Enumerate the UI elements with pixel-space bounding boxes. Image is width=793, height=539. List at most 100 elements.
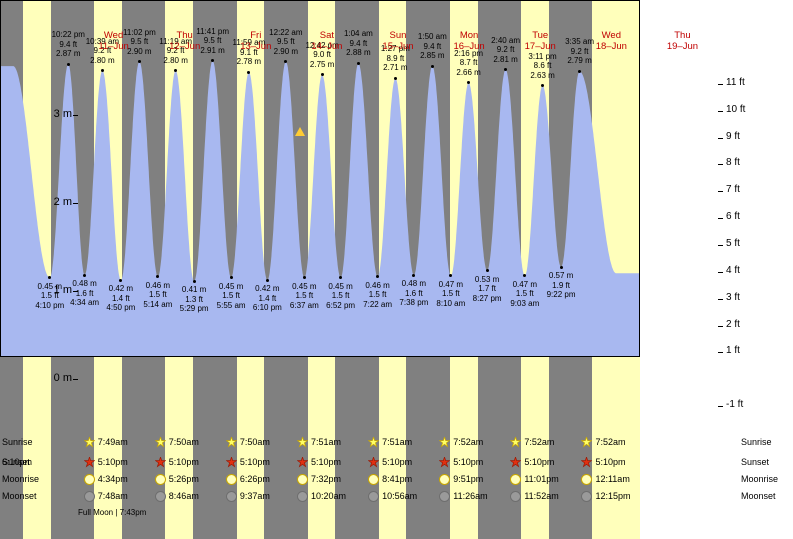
y-right-tickmark xyxy=(718,110,723,112)
moonrise-entry: 12:11am xyxy=(581,474,630,486)
tide-extreme-label: 0.41 m 1.3 ft 5:29 pm xyxy=(179,285,209,314)
sunrise-entry: 7:52am xyxy=(510,437,554,448)
sunset-entry: 5:10pm xyxy=(439,457,483,468)
tide-extreme-label: 0.42 m 1.4 ft 4:50 pm xyxy=(106,284,136,313)
tide-extreme-label: 0.42 m 1.4 ft 6:10 pm xyxy=(252,284,282,313)
y-right-tickmark xyxy=(718,406,723,408)
tide-extreme-label: 11:19 am 9.2 ft 2.80 m xyxy=(159,36,193,65)
axis-line-right xyxy=(639,0,640,357)
tide-extreme-point xyxy=(156,275,160,279)
tide-extreme-point xyxy=(100,69,104,73)
y-right-tickmark xyxy=(718,271,723,273)
moonset-entry: 12:15pm xyxy=(581,491,630,503)
tide-extreme-point xyxy=(449,274,453,278)
tide-extreme-point xyxy=(541,84,545,87)
y-right-tick: 5 ft xyxy=(726,237,740,249)
sunrise-entry: 7:50am xyxy=(154,437,199,448)
day-label: Fri 13–Jun xyxy=(240,30,272,52)
tide-extreme-label: 12:22 am 9.5 ft 2.90 m xyxy=(269,27,303,56)
sunset-entry: 5:10pm xyxy=(581,457,625,468)
y-left-tick: 1 m xyxy=(53,284,72,297)
moonrise-entry: 4:34pm xyxy=(83,474,128,486)
axis-line-top xyxy=(0,0,640,1)
astro-row-label-left: Moonrise xyxy=(2,474,40,484)
tide-extreme-label: 0.46 m 1.5 ft 7:22 am xyxy=(363,280,393,309)
moon-icon xyxy=(439,474,451,486)
tide-extreme-label: 2:40 am 9.2 ft 2.81 m xyxy=(491,35,521,64)
tide-extreme-label: 0.45 m 1.5 ft 6:37 am xyxy=(289,281,319,310)
y-left-tick: 2 m xyxy=(53,196,72,209)
tide-extreme-point xyxy=(211,59,215,63)
tide-extreme-point xyxy=(48,276,52,280)
sunrise-entry: 7:52am xyxy=(439,437,483,448)
tide-extreme-point xyxy=(66,62,70,66)
tide-extreme-point xyxy=(393,76,397,80)
tide-extreme-label: 2:16 pm 8.7 ft 2.66 m xyxy=(454,48,484,77)
day-label: Sun 15–Jun xyxy=(382,30,414,52)
sunset-entry: 5:10pm xyxy=(225,457,270,468)
moon-icon xyxy=(581,491,593,503)
tide-extreme-point xyxy=(83,273,87,277)
tide-extreme-point xyxy=(119,278,123,282)
tide-extreme-label: 0.48 m 1.6 ft 4:34 am xyxy=(70,279,100,308)
tide-extreme-label: 0.45 m 1.5 ft 6:52 pm xyxy=(326,281,356,310)
y-left-tick: 0 m xyxy=(53,372,72,385)
tide-extreme-point xyxy=(523,274,527,278)
y-right-tickmark xyxy=(718,325,723,327)
sunset-entry: 5:10pm xyxy=(297,457,341,468)
tide-extreme-label: 0.47 m 1.5 ft 8:10 am xyxy=(436,279,466,308)
astro-row-label-right: Sunset xyxy=(741,457,770,467)
day-label: Mon 16–Jun xyxy=(453,30,485,52)
astro-row-label-right: Moonrise xyxy=(741,474,779,484)
y-right-tick: 3 ft xyxy=(726,291,740,303)
y-right-tick: 4 ft xyxy=(726,264,740,276)
y-right-tickmark xyxy=(718,137,723,139)
y-left-tick: 3 m xyxy=(53,107,72,120)
moonset-entry: 7:48am xyxy=(83,491,128,503)
tide-extreme-label: 0.45 m 1.5 ft 5:55 am xyxy=(216,281,246,310)
moon-icon xyxy=(154,491,166,503)
y-right-tick: 8 ft xyxy=(726,157,740,169)
astro-row-label-left: Sunset xyxy=(2,457,31,467)
y-right-tickmark xyxy=(718,352,723,354)
moon-icon xyxy=(154,474,166,486)
y-right-tickmark xyxy=(718,244,723,246)
astro-row-label-right: Moonset xyxy=(741,491,776,501)
tide-plot: 0.45 m 1.5 ft 4:10 pm 10:22 pm 9.4 ft 2.87 m 0… xyxy=(0,0,640,539)
tide-extreme-point xyxy=(485,269,489,273)
astro-row-label-left: Moonset xyxy=(2,491,37,501)
moon-icon xyxy=(297,491,309,503)
tide-extreme-point xyxy=(467,81,471,85)
tide-extreme-label: 0.45 m 1.5 ft 4:10 pm xyxy=(35,281,65,310)
tide-extreme-point xyxy=(412,273,416,277)
y-left-tickmark xyxy=(73,291,78,293)
tide-extreme-point xyxy=(430,64,434,68)
astro-row-label-left: Sunrise xyxy=(2,437,33,447)
moon-icon xyxy=(510,491,522,503)
moonset-entry: 10:20am xyxy=(297,491,346,503)
day-label: Sat 14–Jun xyxy=(311,30,343,52)
tide-extreme-label: 0.47 m 1.5 ft 9:03 am xyxy=(510,279,540,308)
day-label: Thu 12–Jun xyxy=(169,30,201,52)
tide-extreme-label: 3:11 pm 8.6 ft 2.63 m xyxy=(528,51,557,80)
y-right-tickmark xyxy=(718,298,723,300)
tide-extreme-point xyxy=(376,275,380,279)
moonset-entry: 8:46am xyxy=(154,491,199,503)
moonrise-entry: 6:26pm xyxy=(225,474,270,486)
tide-extreme-label: 10:39 am 9.2 ft 2.80 m xyxy=(85,36,120,65)
tide-extreme-point xyxy=(356,61,360,65)
day-label: Wed 11–Jun xyxy=(98,30,129,52)
tide-extreme-point xyxy=(559,265,563,269)
sunset-entry: 5:10pm xyxy=(510,457,554,468)
tide-extreme-label: 12:42 pm 9.0 ft 2.75 m xyxy=(305,40,339,69)
tide-extreme-label: 3:35 am 9.2 ft 2.79 m xyxy=(565,37,594,66)
sunrise-entry: 7:51am xyxy=(297,437,341,448)
moon-icon xyxy=(83,491,95,503)
moon-icon xyxy=(581,474,593,486)
moonrise-entry: 9:51pm xyxy=(439,474,483,486)
moon-phase-note: Full Moon | 7:43pm xyxy=(78,508,147,517)
moon-icon xyxy=(368,491,380,503)
moonset-entry: 11:52am xyxy=(510,491,559,503)
tide-extreme-point xyxy=(247,70,251,74)
moon-icon xyxy=(510,474,522,486)
